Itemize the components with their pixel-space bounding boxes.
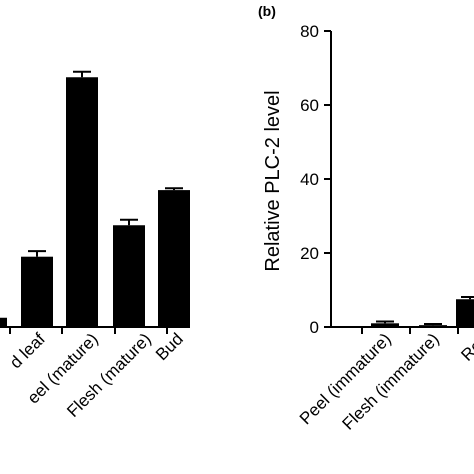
panel-b-bar	[456, 299, 474, 327]
panel-b-bar	[419, 325, 447, 327]
panel-b-y-tick-label: 20	[300, 244, 319, 263]
panel-b-label: (b)	[258, 3, 276, 19]
panel-a-category-label: Bud	[152, 329, 187, 364]
panel-b-y-tick-label: 0	[310, 318, 319, 337]
panel-a-leading-bar	[0, 317, 7, 327]
panel-b-category-label: Roo	[457, 329, 474, 364]
panel-b-bar	[371, 323, 399, 327]
panel-a-bar	[158, 190, 190, 327]
panel-b-y-tick-label: 60	[300, 96, 319, 115]
panel-a-category-label: d leaf	[6, 329, 49, 372]
panel-b-y-tick-label: 40	[300, 170, 319, 189]
panel-a-bar	[113, 225, 145, 327]
panel-b-y-tick-label: 80	[300, 22, 319, 41]
panel-a-bar	[66, 77, 98, 327]
panel-b-y-axis-label: Relative PLC-2 level	[262, 90, 284, 271]
panel-a-bar	[21, 256, 53, 327]
